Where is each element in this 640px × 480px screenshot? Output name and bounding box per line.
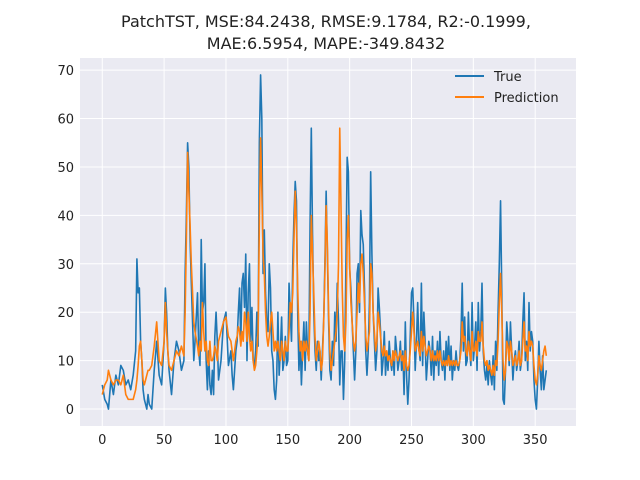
x-axis-ticks: 0 50 100 150 200 250 300 350: [98, 433, 547, 448]
chart-title-line-1: PatchTST, MSE:84.2438, RMSE:9.1784, R2:-…: [121, 12, 531, 31]
series-true-line: [101, 74, 548, 410]
x-tick-label: 250: [399, 433, 424, 448]
y-tick-label: 50: [57, 161, 74, 176]
x-tick-label: 300: [461, 433, 486, 448]
y-tick-label: 40: [57, 209, 74, 224]
series-layer: [101, 74, 548, 410]
y-tick-label: 60: [57, 113, 74, 128]
y-tick-label: 20: [57, 306, 74, 321]
series-prediction-line: [101, 127, 548, 401]
x-tick-label: 100: [214, 433, 239, 448]
y-axis-ticks: 0 10 20 30 40 50 60 70: [57, 64, 74, 418]
y-tick-label: 10: [57, 355, 74, 370]
x-tick-label: 200: [337, 433, 362, 448]
legend-prediction-label: Prediction: [494, 91, 559, 106]
y-tick-label: 30: [57, 258, 74, 273]
legend-true-label: True: [493, 70, 522, 85]
y-tick-label: 0: [66, 403, 74, 418]
x-tick-label: 50: [156, 433, 173, 448]
x-tick-label: 150: [275, 433, 300, 448]
x-tick-label: 0: [98, 433, 106, 448]
y-tick-label: 70: [57, 64, 74, 79]
legend: True Prediction: [455, 70, 559, 106]
x-tick-label: 350: [523, 433, 548, 448]
chart-title-line-2: MAE:6.5954, MAPE:-349.8432: [207, 34, 445, 53]
